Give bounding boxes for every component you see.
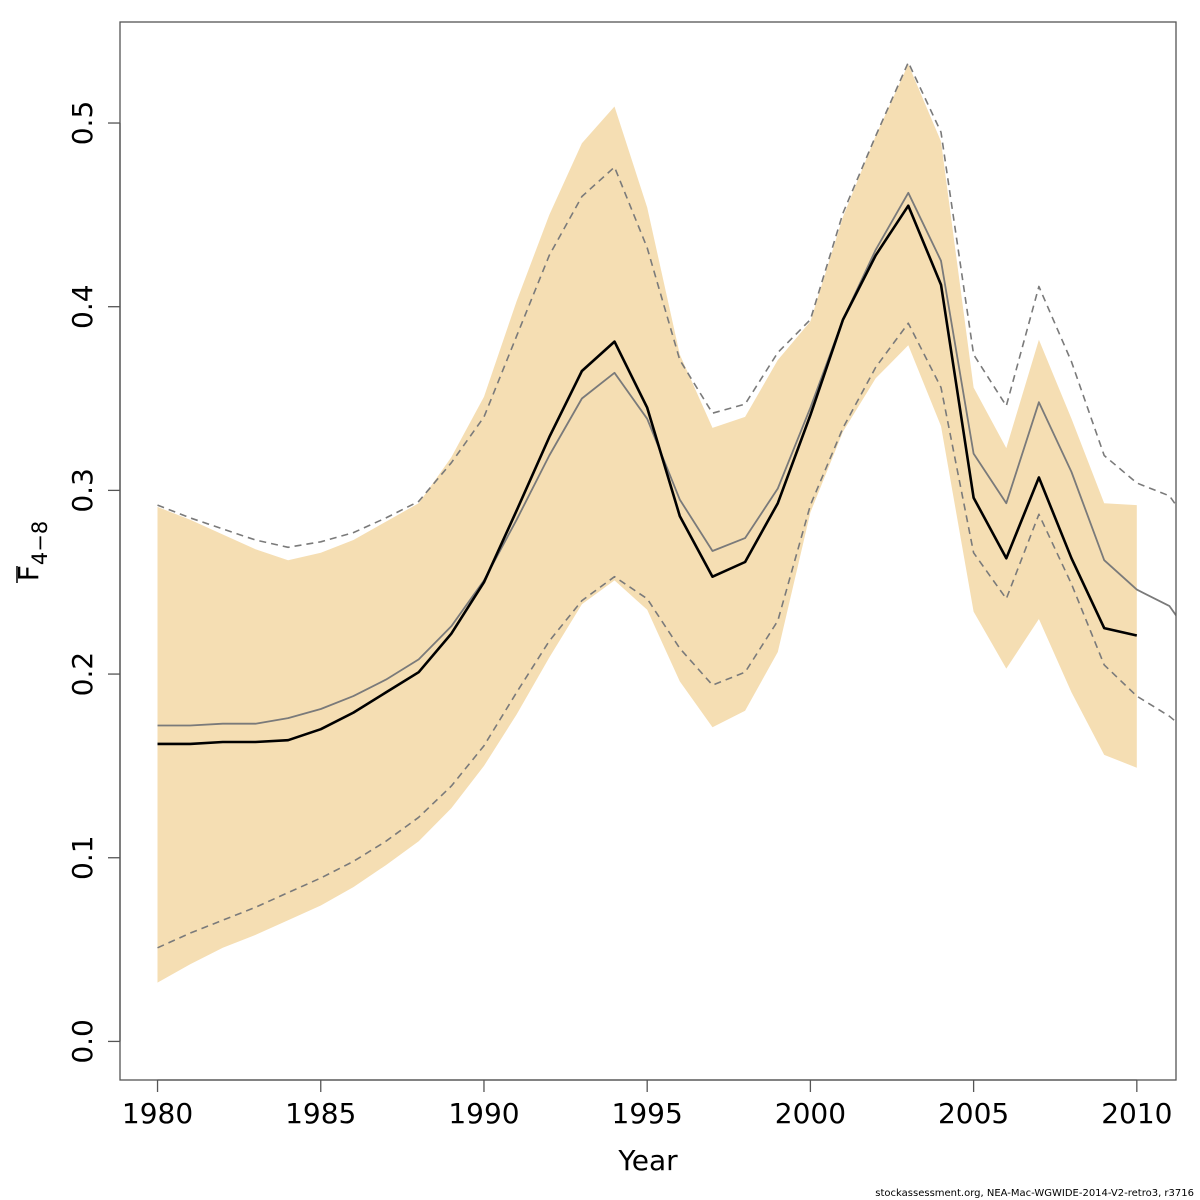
y-tick-label: 0.3 (66, 468, 99, 513)
series-line-retro (157, 191, 1176, 727)
y-axis-label-main: F (12, 565, 45, 581)
y-tick-label: 0.2 (66, 652, 99, 697)
y-tick-label: 0.0 (66, 1019, 99, 1064)
footer-source: stockassessment.org, NEA-Mac-WGWIDE-2014… (875, 1188, 1194, 1199)
series-lines (157, 61, 1176, 949)
y-axis-label: F4−8 (12, 521, 52, 583)
series-line-retro-ci-1 (157, 61, 1176, 549)
x-axis-label: Year (617, 1144, 678, 1177)
svg-text:F4−8: F4−8 (12, 521, 52, 581)
x-tick-label: 1990 (448, 1097, 519, 1130)
confidence-band (157, 64, 1137, 983)
y-axis-label-sub: 4−8 (28, 521, 52, 565)
x-tick-label: 1995 (612, 1097, 683, 1130)
x-tick-label: 2010 (1101, 1097, 1172, 1130)
y-tick-label: 0.1 (66, 835, 99, 880)
series-line-estimate (157, 204, 1138, 746)
x-tick-label: 1985 (285, 1097, 356, 1130)
y-tick-label: 0.4 (66, 284, 99, 329)
y-axis: 0.0 0.1 0.2 0.3 0.4 0.5 (66, 101, 121, 1064)
confidence-band-area (157, 64, 1137, 983)
x-axis: 1980 1985 1990 1995 2000 2005 2010 (122, 1079, 1172, 1130)
x-tick-label: 2000 (775, 1097, 846, 1130)
y-tick-label: 0.5 (66, 101, 99, 146)
x-tick-label: 1980 (122, 1097, 193, 1130)
x-tick-label: 2005 (938, 1097, 1009, 1130)
